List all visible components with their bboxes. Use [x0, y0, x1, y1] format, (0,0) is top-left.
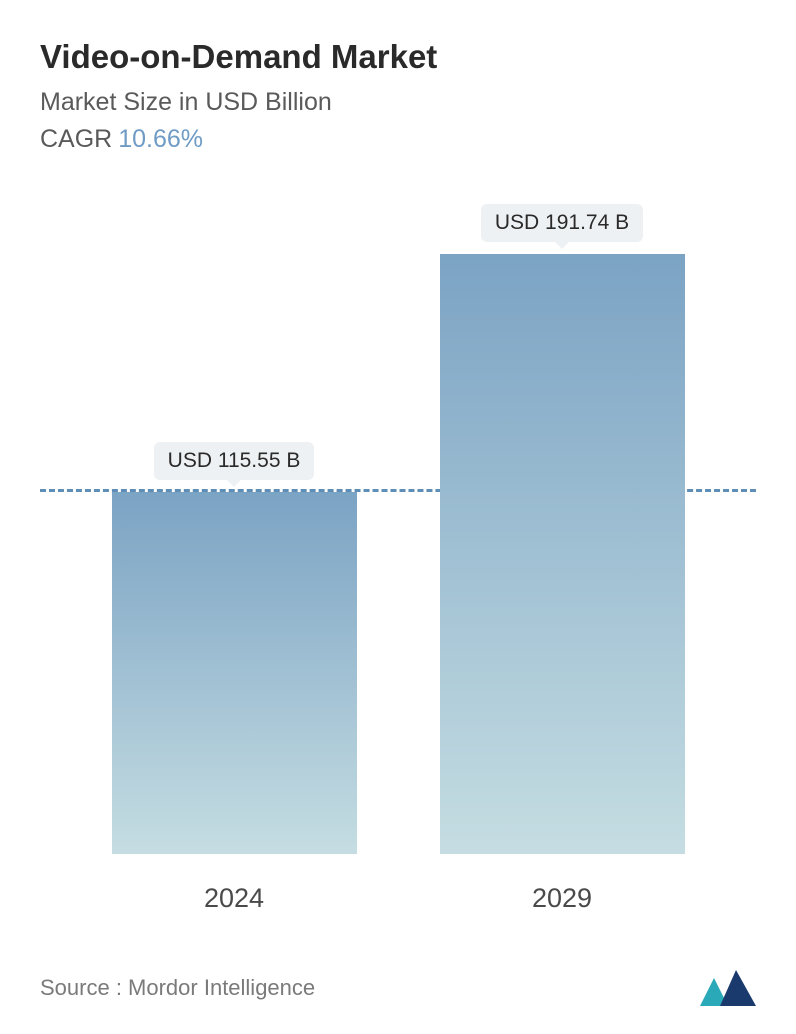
cagr-value: 10.66% [118, 125, 203, 153]
bar-value-label: USD 191.74 B [481, 204, 643, 242]
mordor-logo-icon [700, 970, 756, 1006]
cagr-line: CAGR10.66% [40, 125, 756, 154]
bar [112, 492, 357, 854]
bar-group: USD 115.55 B [112, 492, 357, 854]
cagr-label: CAGR [40, 125, 112, 153]
chart-subtitle: Market Size in USD Billion [40, 88, 756, 117]
x-axis-label: 2024 [112, 883, 357, 914]
chart-area: USD 115.55 B USD 191.74 B 2024 2029 [40, 194, 756, 914]
bar-group: USD 191.74 B [440, 254, 685, 854]
source-text: Source : Mordor Intelligence [40, 975, 315, 1001]
bar [440, 254, 685, 854]
x-axis-labels: 2024 2029 [40, 883, 756, 914]
x-axis-label: 2029 [440, 883, 685, 914]
bar-value-label: USD 115.55 B [154, 442, 315, 480]
bars-container: USD 115.55 B USD 191.74 B [40, 194, 756, 854]
chart-footer: Source : Mordor Intelligence [40, 970, 756, 1006]
chart-title: Video-on-Demand Market [40, 38, 756, 76]
